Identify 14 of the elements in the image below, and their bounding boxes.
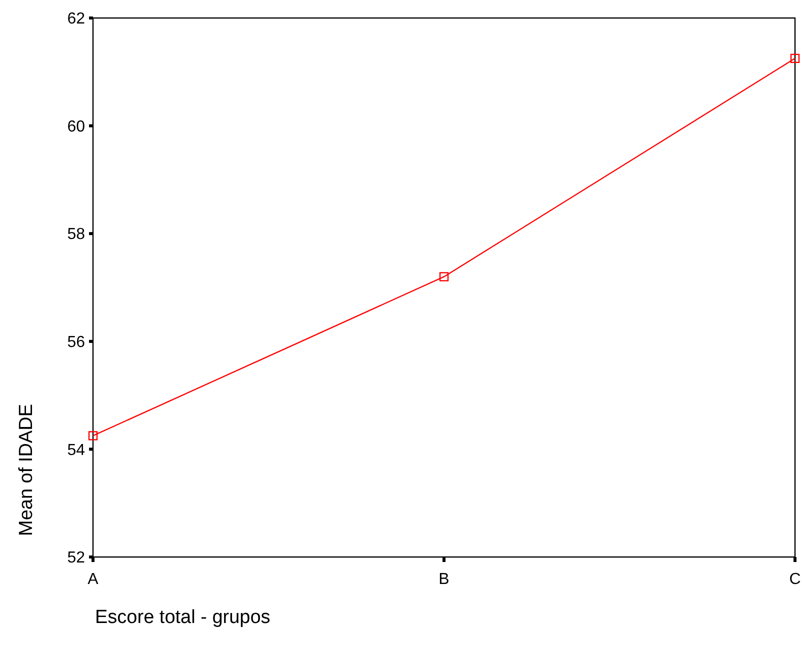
y-axis-title: Mean of IDADE xyxy=(16,404,37,536)
y-tick-label: 58 xyxy=(67,226,86,244)
point xyxy=(439,272,449,282)
y-tick-label: 52 xyxy=(67,550,86,567)
y-tick-label: 62 xyxy=(67,10,86,28)
x-tick-label: C xyxy=(789,571,801,588)
point xyxy=(790,54,800,64)
x-tick-label: A xyxy=(88,571,99,588)
point xyxy=(88,431,98,440)
y-tick-label: 60 xyxy=(67,118,86,136)
x-tick-label: B xyxy=(438,571,450,588)
y-tick-label: 56 xyxy=(67,334,86,351)
x-axis-title: Escore total - grupos xyxy=(95,607,270,628)
y-tick-label: 54 xyxy=(67,442,86,459)
